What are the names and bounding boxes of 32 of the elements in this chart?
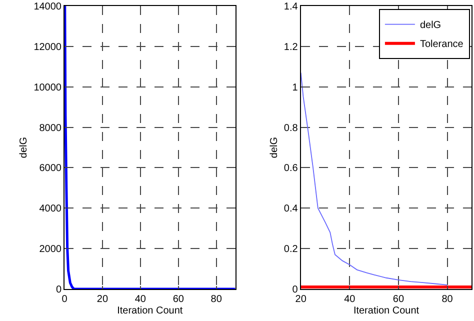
y-tick-label: 0 [292,284,298,296]
legend-label: Tolerance [420,39,464,50]
x-tick-label: 40 [344,294,356,305]
x-tick-label: 60 [172,294,184,305]
y-tick-label: 6000 [39,163,62,174]
y-tick-label: 0.6 [284,163,298,174]
y-tick-label: 0.8 [284,122,298,134]
x-tick-label: 60 [392,294,404,305]
y-axis-title: delG [18,136,30,158]
x-axis-title: Iteration Count [117,306,183,316]
y-tick-label: 1.4 [284,2,298,12]
x-tick-label: 20 [96,294,108,305]
y-tick-label: 0.2 [284,244,298,256]
y-tick-label: 12000 [34,42,62,53]
y-tick-label: 0 [56,284,62,296]
legend-label: delG [420,20,442,32]
x-tick-label: 80 [442,294,454,305]
y-tick-label: 1 [292,82,298,94]
y-tick-label: 10000 [34,82,62,94]
x-axis-title: Iteration Count [353,306,420,316]
y-tick-label: 14000 [34,2,62,12]
line-series [64,6,236,289]
y-tick-label: 2000 [39,244,62,256]
x-tick-label: 40 [134,294,146,305]
y-tick-label: 8000 [39,122,62,134]
y-tick-label: 0.4 [284,204,298,215]
line-series [300,72,448,286]
y-tick-label: 1.2 [284,42,298,53]
x-tick-label: 80 [210,294,222,305]
y-axis-title: delG [268,136,280,158]
x-tick-label: 20 [295,294,307,305]
y-tick-label: 4000 [39,204,62,215]
